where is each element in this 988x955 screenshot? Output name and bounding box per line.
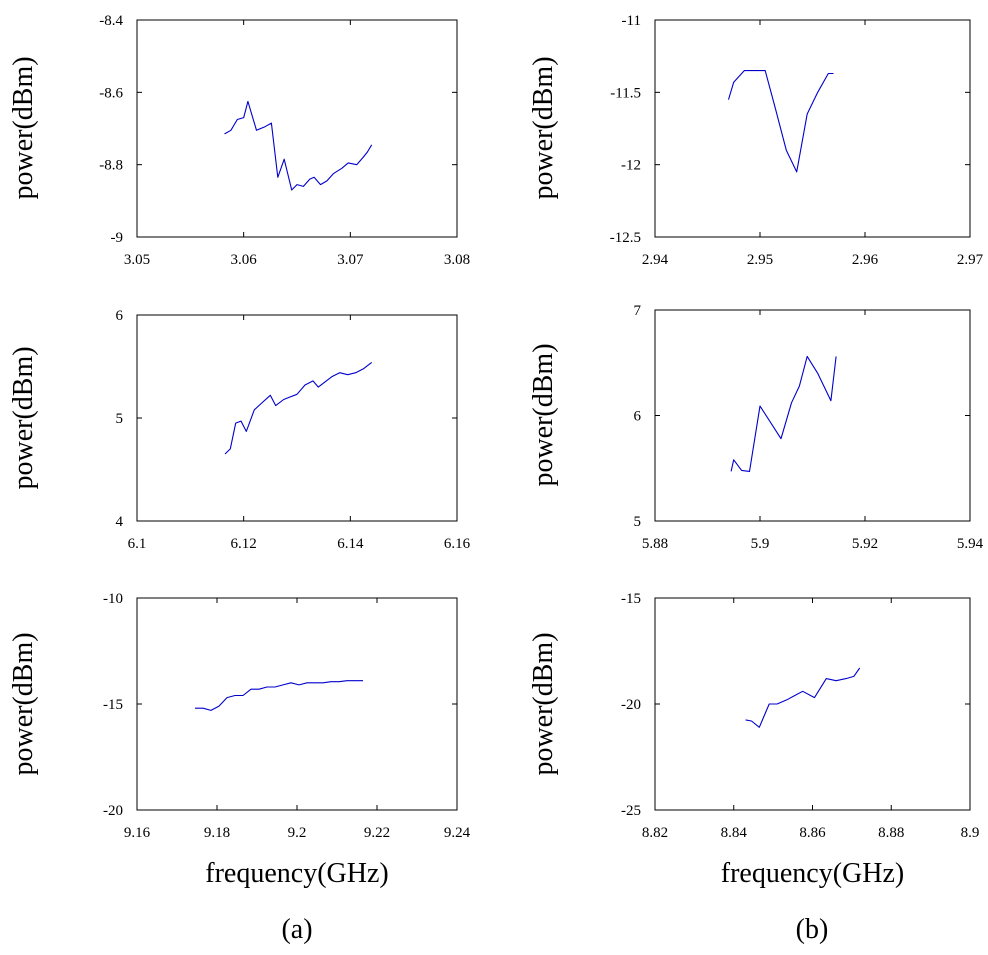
y-tick-label: -25: [621, 803, 641, 819]
y-tick-label: -11.5: [610, 85, 641, 101]
y-tick-label: 5: [116, 411, 124, 427]
x-tick-label: 5.92: [852, 536, 878, 552]
x-tick-label: 3.08: [444, 252, 470, 268]
x-tick-label: 2.97: [957, 252, 984, 268]
x-tick-label: 6.1: [128, 536, 147, 552]
y-tick-label: -10: [103, 591, 123, 607]
y-tick-label: -12: [621, 158, 641, 174]
chart-panel-2: 2.94 2.95 2.96 2.97 -12.5 -12 -11.5 -11 power(dB…: [528, 13, 984, 268]
x-tick-label: 2.95: [747, 252, 773, 268]
chart-panel-3: 6.1 6.12 6.14 6.16 4 5 6 power(dBm): [8, 308, 471, 552]
y-tick-label: -15: [621, 591, 641, 607]
x-tick-label: 9.22: [364, 825, 390, 841]
y-axis-label: power(dBm): [8, 346, 39, 489]
y-tick-label: -11: [622, 13, 641, 29]
x-tick-label: 9.18: [204, 825, 230, 841]
x-tick-label: 6.16: [444, 536, 471, 552]
plot-frame: [654, 19, 971, 238]
chart-panel-6: 8.82 8.84 8.86 8.88 8.9 -25 -20 -15 power(dBm) fr…: [528, 591, 979, 889]
x-axis-label: frequency(GHz): [205, 858, 388, 889]
y-tick-label: -12.5: [610, 230, 641, 246]
x-tick-label: 5.94: [957, 536, 984, 552]
plot-frame: [654, 597, 971, 811]
y-axis-label: power(dBm): [528, 343, 559, 486]
y-tick-label: -8.6: [99, 85, 123, 101]
y-tick-label: -20: [621, 697, 641, 713]
x-tick-label: 3.07: [337, 252, 364, 268]
x-tick-label: 8.82: [642, 825, 668, 841]
plot-frame: [136, 597, 458, 811]
plot-frame: [136, 19, 458, 238]
y-axis-label: power(dBm): [528, 56, 559, 199]
series-line: [224, 361, 373, 455]
x-tick-label: 8.86: [799, 825, 826, 841]
x-tick-label: 9.16: [124, 825, 151, 841]
series-line: [224, 100, 373, 191]
y-tick-label: -9: [111, 230, 124, 246]
x-tick-label: 6.14: [337, 536, 364, 552]
x-tick-label: 8.84: [721, 825, 748, 841]
chart-panel-5: 9.16 9.18 9.2 9.22 9.24 -20 -15 -10 power(dBm) fr…: [8, 591, 471, 889]
y-tick-label: -8.4: [99, 13, 123, 29]
y-tick-label: 6: [634, 409, 642, 425]
y-tick-label: -15: [103, 697, 123, 713]
x-tick-label: 6.12: [231, 536, 257, 552]
x-tick-label: 3.05: [124, 252, 150, 268]
panel-label: (b): [796, 914, 829, 945]
series-line: [727, 70, 834, 173]
plot-frame: [654, 309, 971, 522]
series-line: [745, 667, 861, 728]
y-axis-label: power(dBm): [8, 56, 39, 199]
x-tick-label: 3.06: [231, 252, 258, 268]
y-tick-label: 5: [634, 514, 642, 530]
series-line: [195, 680, 363, 711]
x-tick-label: 8.88: [878, 825, 904, 841]
y-tick-label: -20: [103, 803, 123, 819]
y-tick-label: -8.8: [99, 158, 123, 174]
y-axis-label: power(dBm): [8, 632, 39, 775]
x-axis-label: frequency(GHz): [721, 858, 904, 889]
y-tick-label: 6: [116, 308, 124, 324]
x-tick-label: 5.9: [751, 536, 770, 552]
chart-panel-4: 5.88 5.9 5.92 5.94 5 6 7 power(dBm): [528, 303, 984, 552]
y-tick-label: 4: [116, 514, 124, 530]
y-tick-label: 7: [634, 303, 642, 319]
y-axis-label: power(dBm): [528, 632, 559, 775]
x-tick-label: 2.96: [852, 252, 879, 268]
series-line: [730, 355, 837, 472]
x-tick-label: 2.94: [642, 252, 669, 268]
x-tick-label: 9.24: [444, 825, 471, 841]
chart-panel-1: 3.05 3.06 3.07 3.08 -9 -8.8 -8.6 -8.4 power(dBm): [8, 13, 470, 268]
x-tick-label: 5.88: [642, 536, 668, 552]
panel-label: (a): [281, 914, 312, 945]
x-tick-label: 8.9: [961, 825, 980, 841]
x-tick-label: 9.2: [288, 825, 307, 841]
plot-frame: [136, 314, 458, 522]
